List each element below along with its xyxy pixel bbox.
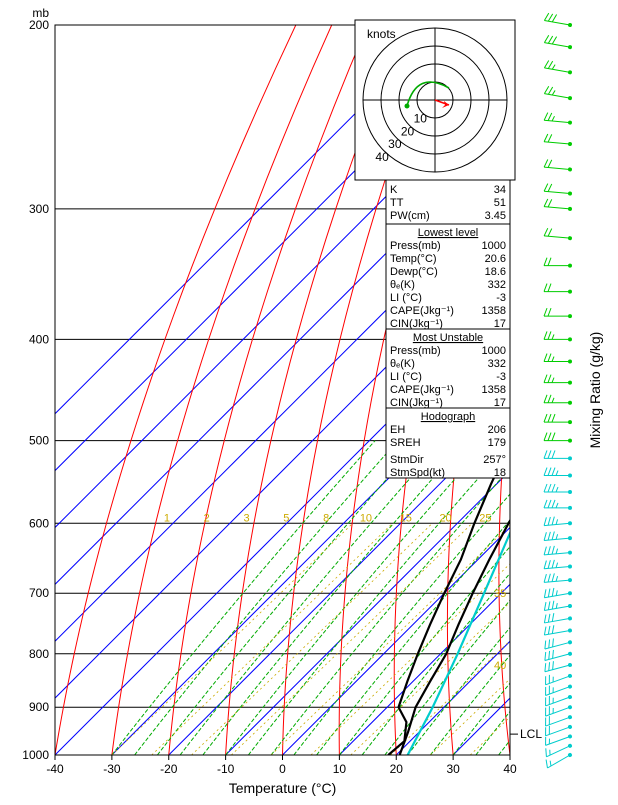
svg-text:500: 500 <box>29 434 49 448</box>
svg-text:35: 35 <box>494 588 506 600</box>
svg-text:EH: EH <box>390 424 405 436</box>
svg-text:700: 700 <box>29 586 49 600</box>
svg-text:SREH: SREH <box>390 437 421 449</box>
svg-text:600: 600 <box>29 516 49 530</box>
svg-text:CIN(Jkg⁻¹): CIN(Jkg⁻¹) <box>390 397 443 409</box>
svg-text:K: K <box>390 184 398 196</box>
svg-text:-3: -3 <box>496 371 506 383</box>
svg-text:30: 30 <box>446 762 460 776</box>
svg-text:25: 25 <box>479 512 491 524</box>
svg-text:Lowest level: Lowest level <box>418 227 479 239</box>
svg-text:257°: 257° <box>483 454 506 466</box>
svg-text:800: 800 <box>29 647 49 661</box>
svg-text:1000: 1000 <box>482 240 506 252</box>
svg-text:Dewp(°C): Dewp(°C) <box>390 266 438 278</box>
svg-text:1000: 1000 <box>22 748 49 762</box>
svg-text:40: 40 <box>494 660 506 672</box>
svg-text:3: 3 <box>243 512 249 524</box>
svg-text:400: 400 <box>29 332 49 346</box>
svg-text:2: 2 <box>204 512 210 524</box>
svg-text:θₑ(K): θₑ(K) <box>390 279 415 291</box>
svg-text:1358: 1358 <box>482 384 506 396</box>
svg-text:knots: knots <box>367 27 396 41</box>
svg-text:CAPE(Jkg⁻¹): CAPE(Jkg⁻¹) <box>390 305 454 317</box>
svg-text:5: 5 <box>283 512 289 524</box>
svg-text:17: 17 <box>494 397 506 409</box>
svg-text:20.6: 20.6 <box>485 253 506 265</box>
svg-text:17: 17 <box>494 318 506 330</box>
svg-text:20: 20 <box>390 762 404 776</box>
svg-text:1: 1 <box>164 512 170 524</box>
svg-text:Temperature (°C): Temperature (°C) <box>229 780 337 796</box>
svg-text:mb: mb <box>32 6 49 20</box>
svg-text:3.45: 3.45 <box>485 210 506 222</box>
svg-text:1000: 1000 <box>482 345 506 357</box>
svg-text:179: 179 <box>488 437 506 449</box>
svg-text:Hodograph: Hodograph <box>421 411 475 423</box>
svg-text:0: 0 <box>279 762 286 776</box>
svg-text:10: 10 <box>360 512 372 524</box>
svg-text:10: 10 <box>414 112 428 126</box>
svg-text:20: 20 <box>439 512 451 524</box>
svg-text:-30: -30 <box>103 762 121 776</box>
svg-text:18: 18 <box>494 467 506 479</box>
svg-text:900: 900 <box>29 700 49 714</box>
svg-text:10: 10 <box>333 762 347 776</box>
svg-text:PW(cm): PW(cm) <box>390 210 430 222</box>
svg-text:-10: -10 <box>217 762 235 776</box>
svg-text:34: 34 <box>494 184 506 196</box>
svg-text:332: 332 <box>488 358 506 370</box>
skewt-diagram: 1235810152025303540-40-30-20-10010203040… <box>0 0 618 800</box>
svg-text:15: 15 <box>400 512 412 524</box>
svg-text:CIN(Jkg⁻¹): CIN(Jkg⁻¹) <box>390 318 443 330</box>
svg-text:Most Unstable: Most Unstable <box>413 332 483 344</box>
svg-text:18.6: 18.6 <box>485 266 506 278</box>
svg-text:-20: -20 <box>160 762 178 776</box>
svg-text:-3: -3 <box>496 292 506 304</box>
svg-text:TT: TT <box>390 197 404 209</box>
svg-text:200: 200 <box>29 18 49 32</box>
svg-text:20: 20 <box>401 124 415 138</box>
svg-text:Mixing Ratio (g/kg): Mixing Ratio (g/kg) <box>587 332 603 449</box>
svg-text:LCL: LCL <box>520 727 542 741</box>
svg-text:Press(mb): Press(mb) <box>390 240 441 252</box>
svg-text:LI (°C): LI (°C) <box>390 292 422 304</box>
svg-text:8: 8 <box>323 512 329 524</box>
svg-text:-40: -40 <box>46 762 64 776</box>
svg-text:30: 30 <box>388 137 402 151</box>
svg-text:CAPE(Jkg⁻¹): CAPE(Jkg⁻¹) <box>390 384 454 396</box>
svg-text:StmDir: StmDir <box>390 454 424 466</box>
svg-text:θₑ(K): θₑ(K) <box>390 358 415 370</box>
svg-text:Press(mb): Press(mb) <box>390 345 441 357</box>
svg-text:332: 332 <box>488 279 506 291</box>
svg-text:LI (°C): LI (°C) <box>390 371 422 383</box>
svg-text:30: 30 <box>519 512 531 524</box>
svg-text:40: 40 <box>503 762 517 776</box>
svg-text:206: 206 <box>488 424 506 436</box>
svg-text:Temp(°C): Temp(°C) <box>390 253 437 265</box>
svg-text:51: 51 <box>494 197 506 209</box>
svg-text:300: 300 <box>29 202 49 216</box>
svg-text:StmSpd(kt): StmSpd(kt) <box>390 467 445 479</box>
svg-text:1358: 1358 <box>482 305 506 317</box>
svg-text:40: 40 <box>375 150 389 164</box>
